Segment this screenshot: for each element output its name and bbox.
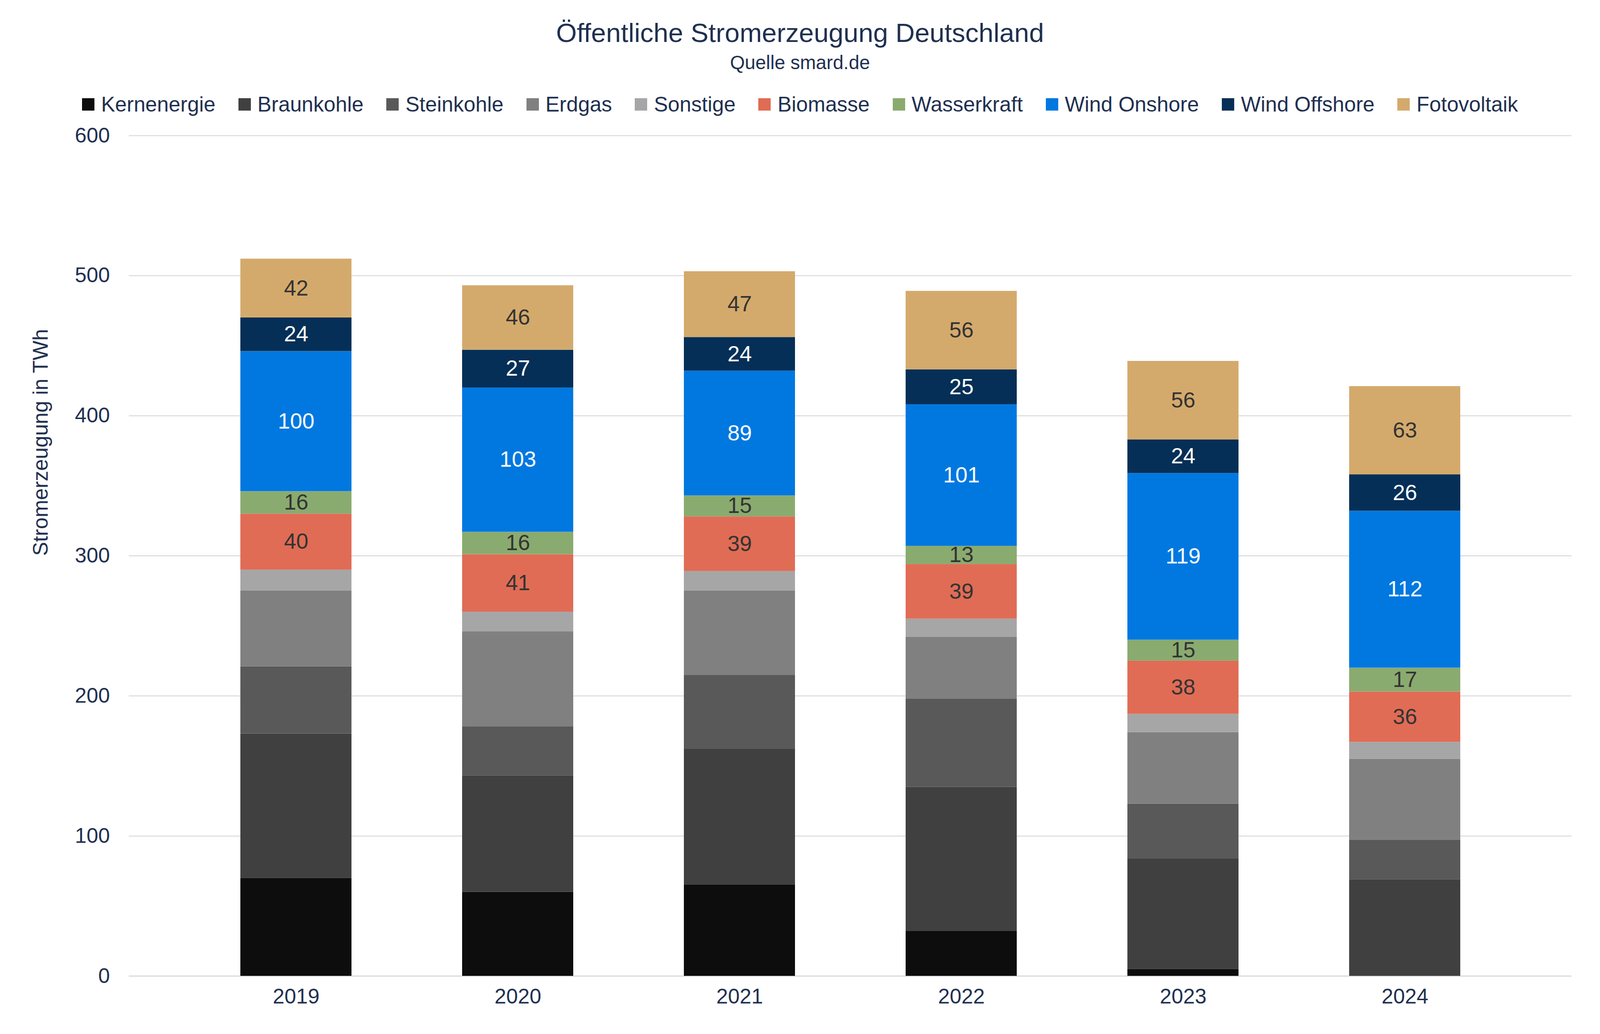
svg-text:112: 112 (1387, 576, 1423, 602)
svg-text:400: 400 (74, 403, 110, 427)
svg-text:100: 100 (278, 408, 315, 434)
svg-text:27: 27 (505, 355, 530, 381)
svg-text:15: 15 (727, 493, 752, 518)
svg-text:103: 103 (499, 446, 537, 472)
svg-text:39: 39 (727, 531, 752, 557)
svg-text:300: 300 (74, 543, 110, 568)
svg-text:24: 24 (283, 321, 309, 347)
svg-text:101: 101 (943, 462, 981, 488)
svg-text:Stromerzeugung in TWh: Stromerzeugung in TWh (28, 329, 52, 557)
html-text:Wasserkraft: Wasserkraft (911, 92, 1023, 116)
svg-text:47: 47 (727, 291, 752, 317)
html-text:Sonstige: Sonstige (653, 92, 736, 116)
svg-text:2023: 2023 (1159, 984, 1207, 1009)
html-text:Öffentliche Stromerzeugung Deu: Öffentliche Stromerzeugung Deutschland (556, 17, 1044, 48)
svg-text:2024: 2024 (1381, 984, 1429, 1009)
svg-text:200: 200 (74, 683, 110, 708)
svg-text:16: 16 (505, 530, 530, 556)
svg-text:600: 600 (74, 123, 110, 147)
svg-text:56: 56 (1170, 387, 1196, 413)
html-text:Quelle smard.de: Quelle smard.de (730, 51, 870, 73)
svg-text:0: 0 (98, 964, 110, 988)
svg-text:63: 63 (1392, 417, 1417, 443)
svg-text:24: 24 (727, 341, 752, 367)
html-text:Steinkohle: Steinkohle (405, 92, 504, 116)
svg-text:89: 89 (727, 420, 752, 446)
svg-text:17: 17 (1392, 667, 1417, 692)
svg-text:24: 24 (1170, 443, 1196, 469)
svg-text:16: 16 (283, 489, 309, 515)
svg-text:46: 46 (505, 304, 530, 330)
html-text:Wind Offshore: Wind Offshore (1240, 92, 1375, 116)
svg-text:39: 39 (949, 578, 974, 604)
html-text:Biomasse: Biomasse (777, 92, 870, 116)
svg-text:42: 42 (283, 275, 309, 300)
svg-text:100: 100 (74, 824, 110, 848)
html-text:Fotovoltaik: Fotovoltaik (1416, 92, 1519, 116)
svg-text:36: 36 (1392, 704, 1417, 730)
html-text:Erdgas: Erdgas (545, 92, 612, 116)
svg-text:15: 15 (1170, 637, 1196, 663)
svg-text:2020: 2020 (494, 984, 542, 1009)
svg-text:13: 13 (949, 542, 974, 568)
html-text:Kernenergie: Kernenergie (101, 92, 216, 116)
svg-text:41: 41 (505, 570, 530, 596)
svg-text:38: 38 (1170, 674, 1196, 700)
svg-text:119: 119 (1165, 543, 1201, 569)
svg-text:2022: 2022 (938, 984, 985, 1009)
svg-text:26: 26 (1392, 479, 1417, 505)
svg-text:25: 25 (949, 374, 974, 400)
html-text:Wind Onshore: Wind Onshore (1064, 92, 1199, 116)
svg-text:2019: 2019 (272, 984, 320, 1009)
svg-text:2021: 2021 (716, 984, 764, 1009)
svg-text:500: 500 (74, 263, 110, 287)
svg-text:56: 56 (949, 317, 974, 343)
svg-text:40: 40 (283, 528, 309, 554)
html-text:Braunkohle: Braunkohle (257, 92, 364, 116)
